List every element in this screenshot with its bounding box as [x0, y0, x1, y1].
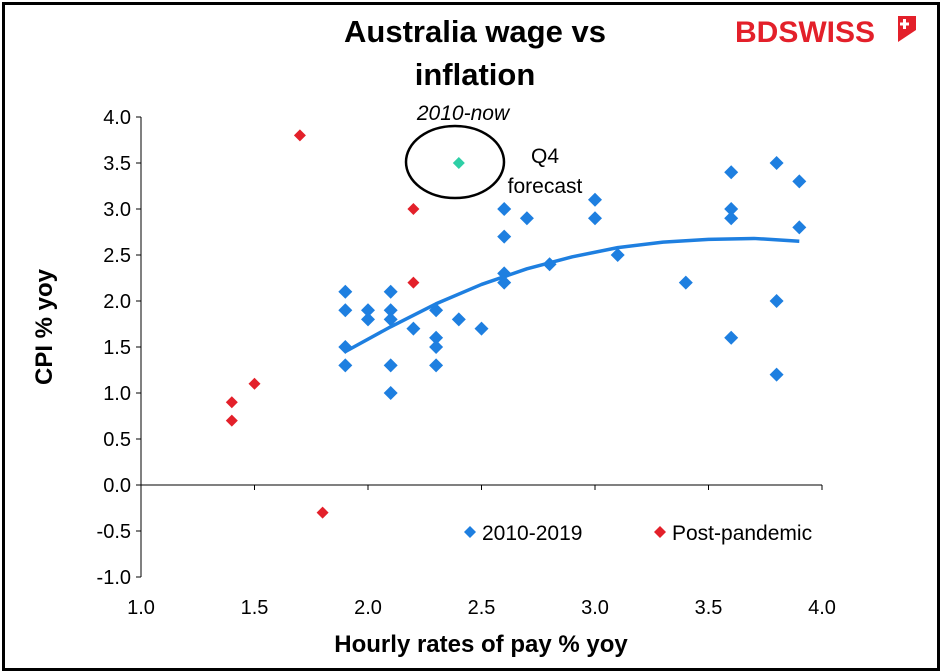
legend-item-2010-2019: 2010-2019	[464, 522, 582, 545]
forecast-circle	[404, 124, 506, 200]
point-2010-2019	[610, 248, 625, 262]
forecast-annotation-line-2: forecast	[508, 175, 583, 198]
point-2010-2019	[361, 303, 375, 318]
point-2010-2019	[769, 156, 784, 170]
y-tick-label: 0.5	[103, 429, 131, 451]
forecast-annotation-line-1: Q4	[531, 145, 559, 168]
y-tick-label: 4.0	[103, 107, 131, 129]
axes	[136, 116, 823, 578]
point-2010-2019	[724, 330, 739, 345]
point-2010-2019	[792, 220, 807, 235]
point-2010-2019	[588, 211, 602, 226]
x-axis-label: Hourly rates of pay % yoy	[334, 631, 628, 658]
point-2010-2019	[338, 340, 353, 354]
point-2010-2019	[724, 202, 739, 216]
point-post-pandemic	[225, 414, 238, 427]
point-2010-2019	[497, 229, 512, 244]
point-2010-2019	[497, 275, 512, 290]
point-2010-2019	[678, 275, 693, 290]
chart-title-line-1: Australia wage vs	[344, 14, 606, 49]
x-tick-label: 1.5	[241, 597, 269, 619]
point-post-pandemic	[225, 396, 238, 409]
x-tick-label: 3.0	[581, 597, 609, 619]
logo-text-bd: BDSWISS	[735, 16, 875, 49]
data-points	[225, 129, 807, 519]
point-2010-2019	[338, 358, 353, 373]
point-2010-2019	[338, 303, 353, 318]
x-tick-label: 2.0	[354, 597, 382, 619]
point-2010-2019	[383, 303, 398, 318]
point-2010-2019	[792, 174, 807, 189]
y-tick-label: 0.0	[103, 475, 131, 497]
chart-title-line-2: inflation	[415, 57, 536, 92]
point-2010-2019	[383, 358, 398, 373]
point-2010-2019	[497, 202, 512, 216]
point-post-pandemic	[407, 203, 420, 215]
point-2010-2019	[474, 321, 489, 336]
point-2010-2019	[724, 211, 739, 226]
bdswiss-logo: BDSWISS	[735, 16, 916, 49]
trendline-curve	[344, 236, 800, 354]
x-tick-label: 3.5	[695, 597, 723, 619]
y-tick-label: -0.5	[97, 521, 131, 543]
point-2010-2019	[429, 303, 444, 318]
point-post-pandemic	[316, 506, 329, 519]
point-2010-2019	[429, 340, 444, 354]
point-2010-2019	[769, 367, 784, 382]
y-tick-label: 2.5	[103, 245, 131, 267]
y-tick-label: -1.0	[97, 567, 131, 589]
x-tick-label: 4.0	[808, 597, 836, 619]
point-2010-2019	[383, 284, 398, 299]
legend-marker-post-pandemic	[654, 526, 666, 538]
y-tick-label: 1.5	[103, 337, 131, 359]
y-tick-label: 3.5	[103, 153, 131, 175]
point-2010-2019	[429, 358, 444, 373]
y-axis-label: CPI % yoy	[31, 268, 58, 385]
tick-labels: 4.0 3.5 3.0 2.5 2.0 1.5 1.0 0.5 0.0 -0.5 -1.0 1.0 1.…	[97, 107, 836, 619]
x-tick-label: 1.0	[127, 597, 155, 619]
point-q4-forecast	[452, 157, 465, 169]
legend-label-post-pandemic: Post-pandemic	[672, 522, 812, 545]
point-2010-2019	[338, 284, 353, 299]
point-2010-2019	[497, 266, 512, 281]
point-2010-2019	[383, 312, 398, 327]
point-2010-2019	[724, 165, 739, 180]
legend: 2010-2019 Post-pandemic	[464, 522, 812, 545]
point-2010-2019	[361, 312, 375, 327]
point-2010-2019	[542, 257, 557, 272]
point-post-pandemic	[248, 377, 261, 390]
legend-marker-2010-2019	[464, 526, 476, 538]
point-2010-2019	[588, 192, 602, 207]
point-2010-2019	[769, 294, 784, 308]
y-tick-label: 1.0	[103, 383, 131, 405]
point-2010-2019	[451, 312, 466, 327]
y-tick-label: 3.0	[103, 199, 131, 221]
point-post-pandemic	[293, 129, 306, 142]
x-tick-label: 2.5	[468, 597, 496, 619]
point-2010-2019	[406, 321, 421, 336]
trendline	[344, 236, 800, 354]
y-tick-label: 2.0	[103, 291, 131, 313]
point-2010-2019	[383, 386, 398, 400]
point-2010-2019	[429, 330, 444, 345]
legend-label-2010-2019: 2010-2019	[482, 522, 582, 545]
period-annotation: 2010-now	[416, 102, 511, 125]
point-2010-2019	[519, 211, 534, 226]
point-post-pandemic	[407, 276, 420, 289]
legend-item-post-pandemic: Post-pandemic	[654, 522, 812, 545]
logo-cross-icon	[898, 16, 916, 42]
